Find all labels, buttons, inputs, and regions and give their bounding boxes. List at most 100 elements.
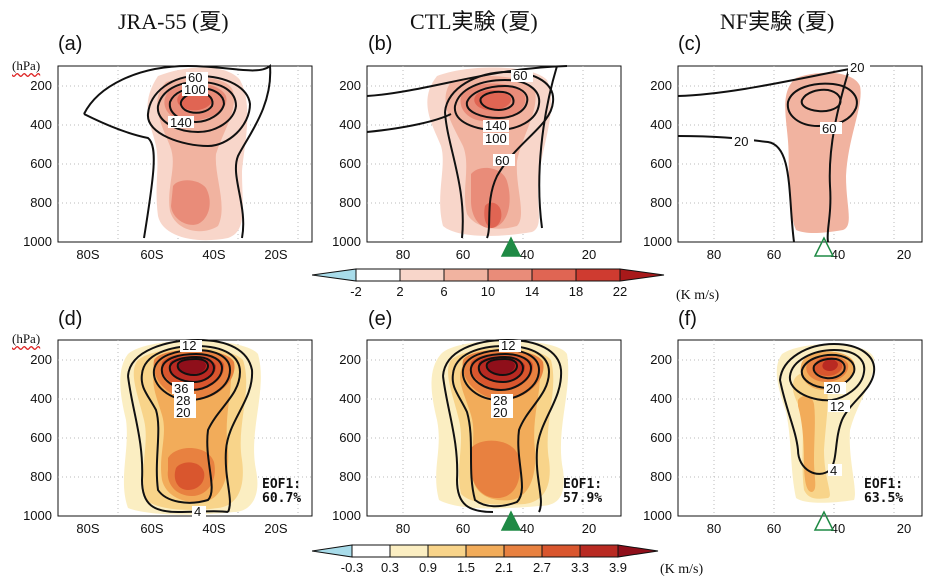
contour-label-20: 20: [493, 405, 507, 420]
contour-label-140: 140: [485, 118, 507, 133]
contour-4: [778, 342, 876, 475]
cbar-tick: 18: [569, 284, 583, 298]
y-tick-1000: 1000: [643, 234, 672, 249]
eof-value: 57.9%: [563, 491, 602, 506]
y-tick-600: 600: [339, 156, 361, 171]
contour-label-28: 28: [176, 393, 190, 408]
contour-label-20-top: 20: [850, 60, 864, 75]
outline-triangle-marker: [813, 236, 835, 257]
contour-20-right: [538, 65, 558, 229]
y-tick-800: 800: [650, 195, 672, 210]
x-tick-60: 60: [456, 247, 470, 262]
filled-triangle-marker: [500, 510, 522, 531]
panel-label-b: (b): [368, 33, 393, 55]
x-tick-40s: 40S: [202, 521, 225, 536]
contour-60-left: [444, 111, 464, 239]
x-tick-40: 40: [831, 521, 845, 536]
shade-level-3: [171, 180, 210, 225]
x-tick-60s: 60S: [140, 521, 163, 536]
x-tick-60: 60: [456, 521, 470, 536]
contour-20-upper: [677, 65, 867, 97]
filled-triangle-marker: [500, 236, 522, 257]
pressure-unit-label-bottom: (hPa): [12, 331, 41, 346]
shade-level-3: [798, 395, 816, 492]
contour-label-20: 20: [176, 405, 190, 420]
contour-20: [83, 63, 272, 239]
panel-c: 20 60 20 200 400 600 800 1000 80 60 40 2…: [643, 60, 923, 262]
contour-4: [127, 338, 254, 513]
y-tick-1000: 1000: [23, 234, 52, 249]
shade-level-7-upper: [487, 358, 515, 374]
contour-60: [444, 70, 555, 239]
shade-level-4: [471, 440, 521, 498]
panel-b: 60 140 100 60 200 400 600 800 1000 80 60…: [332, 65, 622, 262]
x-tick-20: 20: [582, 247, 596, 262]
pressure-unit-label-top: (hPa): [12, 58, 41, 73]
x-tick-40: 40: [520, 247, 534, 262]
contour-label-100: 100: [184, 82, 206, 97]
y-tick-800: 800: [30, 469, 52, 484]
x-tick-80s: 80S: [76, 247, 99, 262]
cbar-tick: 2: [396, 284, 403, 298]
panel-e: 12 28 20 EOF1: 57.9% 200 400 600 800 100…: [332, 338, 622, 536]
y-tick-200: 200: [30, 352, 52, 367]
column-title-nf: NF実験 (夏): [720, 9, 835, 34]
contour-label-60: 60: [822, 121, 836, 136]
contour-36: [477, 355, 525, 384]
y-tick-400: 400: [30, 391, 52, 406]
contour-label-140: 140: [170, 115, 192, 130]
cbar-tick: 3.9: [609, 560, 627, 574]
contour-60: [146, 74, 252, 148]
x-tick-40: 40: [831, 247, 845, 262]
y-tick-1000: 1000: [643, 508, 672, 523]
contour-20-lower: [677, 135, 795, 243]
cbar-tick: 14: [525, 284, 539, 298]
contour-12: [788, 348, 866, 402]
contour-60: [786, 82, 858, 128]
y-tick-400: 400: [339, 391, 361, 406]
y-tick-600: 600: [30, 156, 52, 171]
x-tick-60: 60: [767, 247, 781, 262]
contour-label-20-left: 20: [734, 134, 748, 149]
x-tick-20: 20: [582, 521, 596, 536]
panel-f: 20 12 4 EOF1: 63.5% 200 400 600 800 1000…: [643, 339, 923, 536]
cbar-tick: 2.1: [495, 560, 513, 574]
x-tick-80: 80: [707, 521, 721, 536]
eof-label: EOF1:: [864, 477, 903, 492]
y-tick-200: 200: [650, 352, 672, 367]
y-tick-200: 200: [339, 78, 361, 93]
contour-label-20: 20: [826, 381, 840, 396]
cbar-tick: -0.3: [341, 560, 363, 574]
contour-140: [465, 84, 529, 120]
panel-d: 12 36 28 20 4 EOF1: 60.7% 200 400 600 80…: [23, 338, 313, 536]
contour-20-left: [83, 113, 155, 239]
column-title-jra55: JRA-55 (夏): [118, 9, 229, 34]
panel-label-c: (c): [678, 33, 702, 55]
shade-level-6-upper: [822, 359, 838, 371]
x-tick-60s: 60S: [140, 247, 163, 262]
y-tick-400: 400: [650, 117, 672, 132]
y-tick-200: 200: [30, 78, 52, 93]
shade-level-5: [174, 462, 205, 490]
y-tick-400: 400: [650, 391, 672, 406]
x-tick-40: 40: [520, 521, 534, 536]
x-tick-20s: 20S: [264, 247, 287, 262]
x-tick-80: 80: [396, 247, 410, 262]
colorbar-high-arrow: [619, 268, 665, 282]
y-tick-800: 800: [339, 469, 361, 484]
contour-label-4: 4: [830, 463, 837, 478]
contour-label-100: 100: [485, 131, 507, 146]
outline-triangle-marker: [813, 510, 835, 531]
x-tick-40s: 40S: [202, 247, 225, 262]
contour-4-bottom: [442, 375, 494, 513]
contour-100: [453, 78, 541, 132]
contour-44: [485, 357, 519, 377]
y-tick-600: 600: [650, 430, 672, 445]
y-tick-400: 400: [30, 117, 52, 132]
contour-label-60: 60: [188, 70, 202, 85]
colorbar-unit-bottom: (K m/s): [660, 562, 704, 577]
cbar-tick: 10: [481, 284, 495, 298]
contour-label-12: 12: [501, 338, 515, 353]
panel-a: 60 100 140 200 400 600 800 1000 80S 60S …: [23, 63, 313, 262]
cbar-tick: 6: [440, 284, 447, 298]
